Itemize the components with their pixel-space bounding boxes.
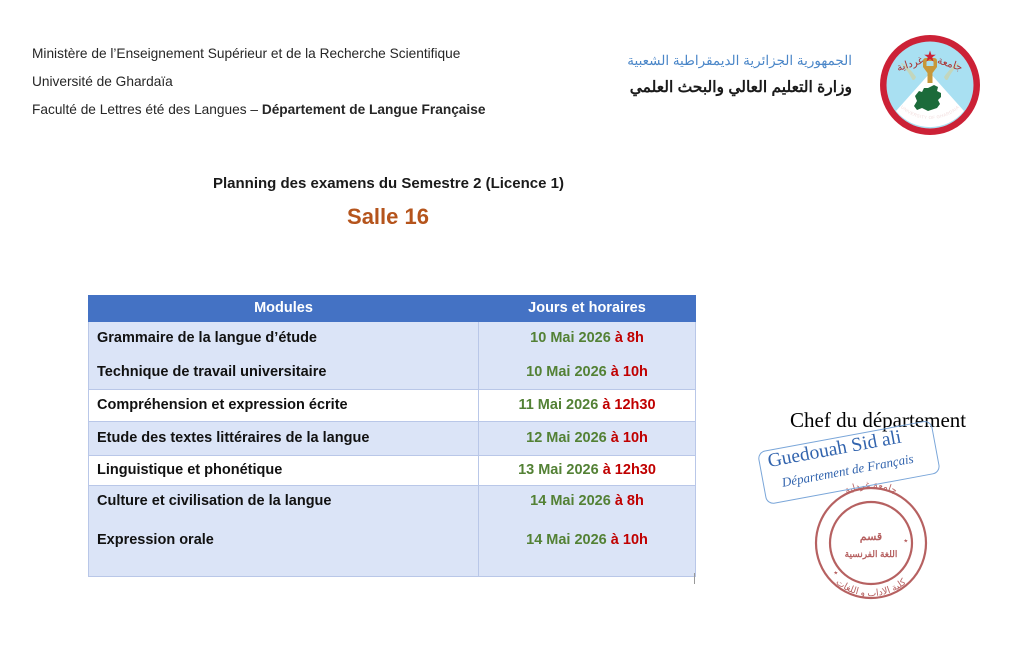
svg-text:كلية الاداب و اللغات: كلية الاداب و اللغات — [834, 576, 909, 599]
svg-text:قسم: قسم — [860, 531, 882, 543]
svg-text:اللغة الفرنسية: اللغة الفرنسية — [845, 549, 898, 560]
